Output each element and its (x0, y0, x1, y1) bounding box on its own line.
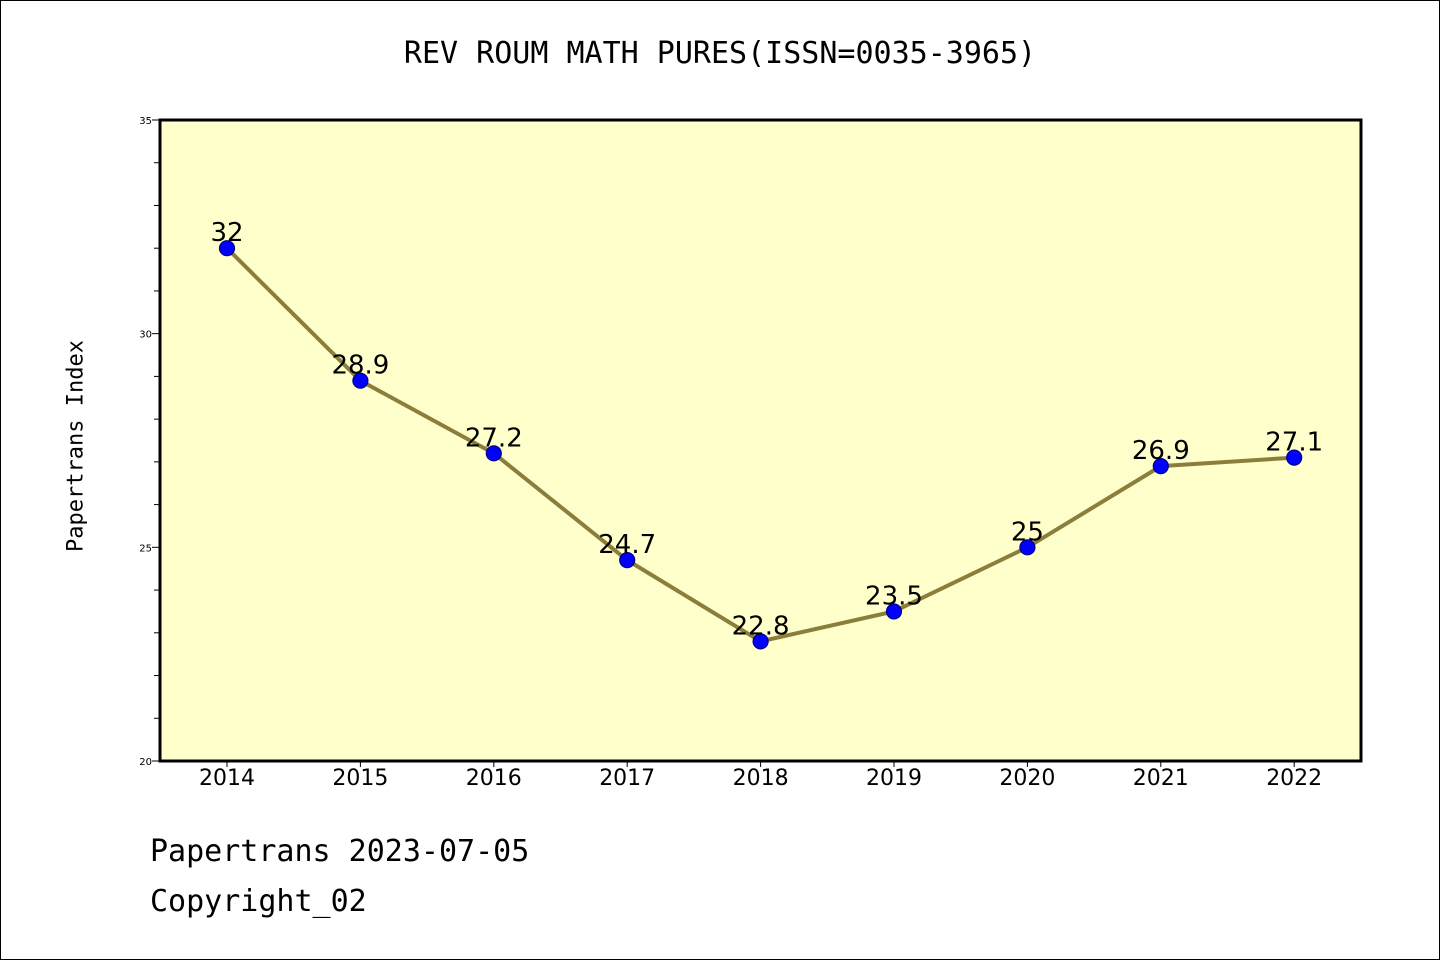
x-tick-label: 2014 (199, 766, 255, 791)
y-tick-label: 35 (139, 116, 152, 127)
data-label: 23.5 (865, 581, 923, 611)
data-label: 27.2 (465, 423, 523, 453)
data-label: 32 (210, 218, 243, 248)
chart-title: REV ROUM MATH PURES(ISSN=0035-3965) (403, 36, 1037, 71)
x-tick-label: 2019 (866, 766, 922, 791)
data-point (619, 552, 636, 569)
data-point (1019, 539, 1036, 556)
data-point (752, 633, 769, 650)
x-tick-label: 2021 (1133, 766, 1189, 791)
data-point (1286, 449, 1303, 466)
data-point (485, 445, 502, 462)
data-label: 28.9 (331, 351, 389, 381)
footer-copyright: Copyright_02 (150, 884, 367, 919)
x-tick-label: 2016 (466, 766, 522, 791)
y-tick-label: 20 (139, 757, 152, 768)
x-tick-label: 2018 (733, 766, 789, 791)
y-tick-label: 30 (139, 330, 152, 341)
x-tick-label: 2022 (1266, 766, 1322, 791)
data-point (218, 240, 236, 257)
data-label: 25 (1011, 517, 1044, 547)
data-point (352, 372, 369, 389)
x-tick-label: 2017 (599, 766, 655, 791)
data-point (885, 603, 903, 620)
data-label: 27.1 (1265, 428, 1323, 458)
x-tick-label: 2015 (332, 766, 388, 791)
plot-area (158, 118, 1363, 763)
data-label: 22.8 (732, 611, 790, 641)
x-tick-label: 2020 (999, 766, 1055, 791)
y-axis-ticks: 20 25 30 35 (139, 116, 160, 768)
y-tick-label: 25 (139, 543, 152, 554)
data-label: 26.9 (1132, 436, 1190, 466)
data-point (1152, 458, 1169, 475)
data-markers (218, 240, 1303, 650)
data-label: 24.7 (598, 530, 656, 560)
data-labels: 32 28.9 27.2 24.7 22.8 23.5 25 26.9 27.1 (210, 218, 1323, 641)
footer-date: Papertrans 2023-07-05 (150, 834, 530, 869)
x-axis-ticks: 2014 2015 2016 2017 2018 2019 2020 2021 2022 (199, 761, 1322, 791)
